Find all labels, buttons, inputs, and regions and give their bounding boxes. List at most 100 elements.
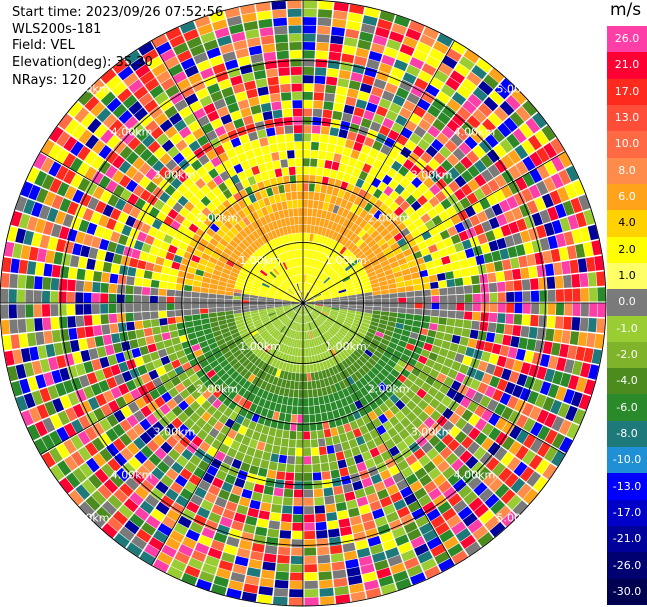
velocity-gate: [211, 477, 224, 489]
velocity-gate: [442, 55, 458, 69]
velocity-gate: [177, 171, 189, 183]
velocity-gate: [276, 176, 284, 186]
velocity-gate: [85, 134, 99, 150]
velocity-gate: [396, 506, 411, 519]
velocity-gate: [355, 347, 364, 356]
velocity-gate: [193, 379, 204, 389]
colorbar-swatch: [607, 157, 647, 185]
velocity-gate: [172, 71, 187, 84]
velocity-gate: [117, 313, 126, 323]
velocity-gate: [558, 247, 569, 261]
velocity-gate: [400, 335, 409, 343]
colorbar-unit: m/s: [610, 0, 642, 20]
velocity-gate: [414, 303, 423, 309]
velocity-gate: [173, 393, 184, 405]
velocity-gate: [77, 430, 91, 446]
velocity-gate: [485, 457, 500, 472]
velocity-gate: [223, 455, 234, 466]
velocity-gate: [257, 326, 265, 332]
velocity-gate: [428, 487, 442, 501]
velocity-gate: [351, 259, 360, 267]
velocity-gate: [219, 170, 230, 182]
velocity-gate: [84, 269, 94, 281]
velocity-gate: [315, 217, 321, 226]
velocity-gate: [239, 344, 249, 353]
velocity-gate: [102, 334, 113, 346]
velocity-gate: [429, 422, 442, 434]
velocity-gate: [319, 579, 333, 589]
velocity-gate: [208, 303, 217, 308]
velocity-gate: [85, 495, 101, 511]
velocity-gate: [282, 430, 290, 439]
velocity-gate: [336, 282, 344, 288]
velocity-gate: [474, 404, 486, 418]
velocity-gate: [227, 279, 236, 285]
velocity-gate: [227, 429, 238, 440]
velocity-gate: [286, 328, 292, 337]
velocity-gate: [208, 298, 216, 303]
velocity-gate: [313, 268, 318, 277]
velocity-gate: [225, 287, 234, 292]
velocity-gate: [291, 539, 303, 548]
velocity-gate: [34, 318, 43, 332]
velocity-gate: [496, 213, 508, 227]
velocity-gate: [324, 278, 332, 285]
velocity-gate: [177, 183, 188, 195]
velocity-gate: [404, 279, 413, 287]
velocity-gate: [522, 172, 535, 187]
velocity-gate: [382, 503, 396, 516]
velocity-gate: [396, 440, 408, 452]
velocity-gate: [303, 306, 306, 315]
colorbar-swatch: [607, 236, 647, 264]
velocity-gate: [262, 561, 276, 571]
velocity-gate: [493, 365, 504, 378]
velocity-gate: [353, 319, 362, 325]
velocity-gate: [432, 118, 446, 132]
velocity-gate: [151, 272, 161, 281]
velocity-gate: [298, 315, 302, 323]
velocity-gate: [476, 58, 493, 73]
velocity-gate: [341, 441, 351, 451]
velocity-gate: [296, 174, 303, 183]
velocity-gate: [297, 249, 301, 258]
velocity-gate: [56, 426, 70, 442]
velocity-gate: [326, 268, 333, 276]
velocity-gate: [205, 332, 214, 340]
velocity-gate: [522, 417, 536, 433]
velocity-gate: [224, 418, 235, 429]
velocity-gate: [224, 474, 237, 485]
velocity-gate: [222, 268, 231, 275]
velocity-gate: [341, 534, 354, 545]
colorbar-tick-label: 4.0: [618, 216, 636, 230]
velocity-gate: [311, 268, 316, 276]
velocity-gate: [451, 361, 462, 372]
velocity-gate: [344, 357, 353, 367]
velocity-gate: [323, 301, 332, 303]
velocity-gate: [518, 255, 528, 268]
scan-info-panel: Start time: 2023/09/26 07:52:56 WLS200s-…: [12, 5, 223, 90]
velocity-gate: [274, 300, 283, 302]
velocity-gate: [389, 404, 400, 415]
velocity-gate: [303, 291, 305, 299]
velocity-gate: [488, 427, 501, 441]
velocity-gate: [422, 132, 435, 145]
velocity-gate: [296, 183, 303, 192]
velocity-gate: [139, 500, 155, 515]
velocity-gate: [429, 171, 441, 183]
velocity-gate: [133, 240, 144, 251]
velocity-gate: [328, 286, 337, 292]
velocity-gate: [446, 318, 456, 327]
velocity-gate: [288, 166, 296, 176]
velocity-gate: [204, 519, 219, 532]
velocity-gate: [201, 318, 210, 325]
velocity-gate: [478, 139, 493, 154]
velocity-gate: [83, 233, 94, 247]
velocity-gate: [350, 223, 359, 233]
velocity-gate: [315, 280, 321, 287]
velocity-gate: [328, 135, 338, 145]
velocity-gate: [455, 528, 471, 542]
velocity-gate: [308, 348, 312, 356]
velocity-gate: [254, 121, 265, 131]
velocity-gate: [225, 291, 234, 296]
velocity-gate: [426, 536, 442, 550]
